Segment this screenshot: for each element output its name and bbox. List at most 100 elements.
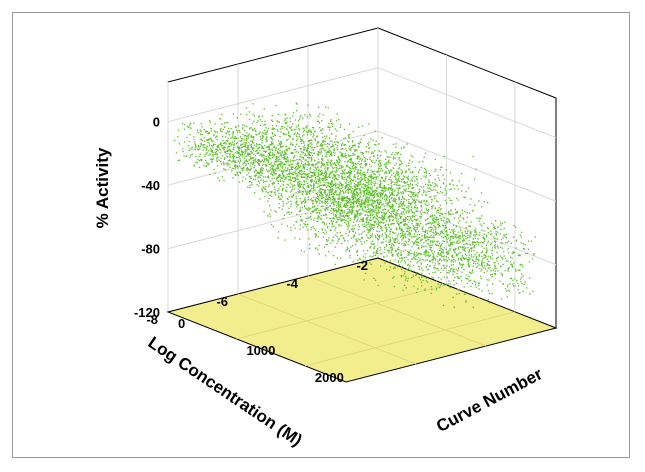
data-point [430,229,433,231]
data-point [345,233,347,235]
data-point [356,206,358,208]
data-point [232,153,234,155]
data-point [391,214,393,216]
data-point [319,182,321,184]
data-point [334,162,336,164]
data-point [400,252,402,254]
data-point [483,201,485,203]
data-point [433,232,435,234]
data-point [377,284,379,287]
data-point [394,214,396,216]
data-point [380,151,382,153]
data-point [470,221,472,223]
data-point [390,170,392,172]
data-point [469,264,471,266]
data-point [475,257,478,259]
data-point [390,215,392,217]
data-point [486,284,488,286]
data-point [307,152,310,154]
data-point [294,132,296,134]
data-point [489,243,492,245]
data-point [396,212,398,214]
data-point [247,162,249,165]
data-point [408,202,410,205]
data-point [367,190,369,192]
data-point [457,270,459,272]
data-point [197,145,200,148]
data-point [445,231,447,233]
data-point [479,231,481,234]
data-point [258,164,260,167]
data-point [399,164,401,166]
data-point [365,198,368,200]
data-point [272,181,275,184]
data-point [483,247,485,249]
data-point [450,264,453,266]
data-point [245,134,247,137]
data-point [420,239,422,242]
data-point [380,176,383,178]
data-point [270,137,272,139]
data-point [429,241,432,243]
data-point [410,209,413,211]
data-point [359,164,361,166]
data-point [343,216,346,218]
data-point [248,175,250,178]
data-point [321,171,323,173]
data-point [393,175,396,178]
data-point [355,166,357,168]
data-point [329,140,331,142]
data-point [497,231,499,233]
data-point [425,208,427,210]
data-point [319,184,321,186]
data-point [294,177,296,179]
data-point [300,183,302,185]
data-point [197,148,199,150]
data-point [331,171,333,173]
data-point [333,225,335,228]
data-point [373,243,375,245]
data-point [395,143,397,145]
data-point [404,244,406,246]
data-point [388,171,390,173]
data-point [480,277,482,280]
data-point [495,228,497,230]
data-point [426,251,428,253]
data-point [443,155,445,158]
data-point [501,257,503,259]
data-point [391,189,393,192]
data-point [271,167,273,169]
data-point [313,189,315,192]
data-point [379,225,382,227]
data-point [398,158,400,160]
data-point [344,185,346,187]
data-point [423,245,425,248]
data-point [427,239,429,241]
data-point [487,260,490,262]
data-point [437,267,439,270]
data-point [505,237,508,239]
data-point [414,166,416,169]
data-point [369,215,371,217]
data-point [194,148,196,150]
data-point [342,199,344,201]
data-point [242,152,244,154]
data-point [271,190,273,193]
data-point [393,285,395,288]
data-point [377,193,379,195]
data-point [409,251,411,253]
data-point [413,215,416,218]
data-point [306,127,308,129]
data-point [442,249,444,251]
data-point [380,195,382,197]
data-point [394,174,397,176]
data-point [276,152,279,154]
data-point [264,176,267,178]
data-point [514,278,516,280]
data-point [395,183,397,185]
data-point [329,155,331,157]
data-point [474,241,476,243]
data-point [234,136,236,138]
data-point [359,190,362,192]
data-point [252,147,254,149]
